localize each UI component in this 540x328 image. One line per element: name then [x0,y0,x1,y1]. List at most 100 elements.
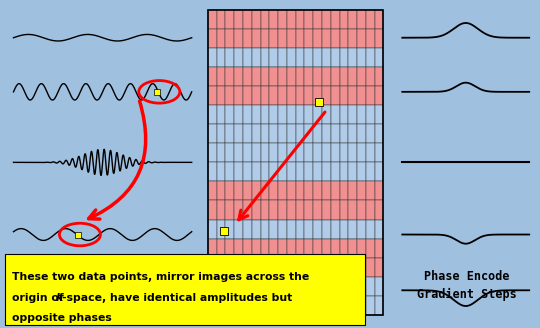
Bar [226,29,234,48]
Bar [305,200,313,219]
Bar [313,162,322,181]
Bar [375,10,383,29]
Bar [375,296,383,315]
Bar [269,48,278,67]
Bar [330,181,340,200]
Bar [269,181,278,200]
Bar [269,124,278,143]
Bar [208,181,217,200]
Bar [252,105,261,124]
Bar [357,162,366,181]
Bar [296,67,305,86]
Bar [330,162,340,181]
Text: -space, have identical amplitudes but: -space, have identical amplitudes but [62,293,292,302]
Bar [287,219,296,239]
Bar [287,239,296,258]
Bar [208,67,217,86]
Bar [348,124,357,143]
Bar [330,86,340,105]
Bar [269,143,278,162]
Bar [217,162,226,181]
Bar [340,124,348,143]
Text: These two data points, mirror images across the: These two data points, mirror images acr… [12,272,309,282]
Bar [340,48,348,67]
Bar [330,219,340,239]
Bar [296,124,305,143]
Bar [278,10,287,29]
Bar [330,143,340,162]
Bar [313,200,322,219]
Bar [261,143,269,162]
Bar [252,124,261,143]
Bar [348,143,357,162]
Bar [322,219,330,239]
Bar [269,105,278,124]
Bar [252,181,261,200]
Bar [252,239,261,258]
Bar [340,105,348,124]
Bar [278,258,287,277]
Bar [348,200,357,219]
Bar [278,239,287,258]
Bar [375,258,383,277]
Bar [287,124,296,143]
Bar [348,162,357,181]
Bar [208,258,217,277]
Bar [348,239,357,258]
Bar [348,105,357,124]
Bar [234,86,243,105]
Bar [313,181,322,200]
Bar [234,200,243,219]
Bar [261,86,269,105]
Bar [322,143,330,162]
Bar [208,239,217,258]
Bar [322,296,330,315]
Bar [226,10,234,29]
Bar [305,258,313,277]
Bar [375,29,383,48]
Bar [234,10,243,29]
Bar [287,277,296,296]
Bar [375,239,383,258]
Bar [278,29,287,48]
Bar [234,29,243,48]
Bar [366,162,375,181]
Bar [313,124,322,143]
Bar [208,200,217,219]
Bar [305,10,313,29]
Bar [357,296,366,315]
Bar [226,277,234,296]
Bar [357,48,366,67]
Bar [296,296,305,315]
Bar [313,258,322,277]
Bar [330,296,340,315]
Bar [305,296,313,315]
Bar [375,48,383,67]
Bar [340,219,348,239]
Bar [278,277,287,296]
Bar [261,239,269,258]
Bar [217,181,226,200]
Bar [330,277,340,296]
Bar [313,67,322,86]
Bar [243,86,252,105]
Bar [348,258,357,277]
Bar [330,258,340,277]
Bar [348,10,357,29]
Bar [278,296,287,315]
Bar [305,67,313,86]
Bar [243,181,252,200]
Bar [357,10,366,29]
Bar [217,296,226,315]
Bar [348,86,357,105]
Bar [269,200,278,219]
Bar [278,124,287,143]
Bar [357,86,366,105]
Bar [340,67,348,86]
Bar [208,105,217,124]
Bar [366,105,375,124]
Bar [217,105,226,124]
Bar [243,277,252,296]
Bar [313,296,322,315]
Bar [375,143,383,162]
